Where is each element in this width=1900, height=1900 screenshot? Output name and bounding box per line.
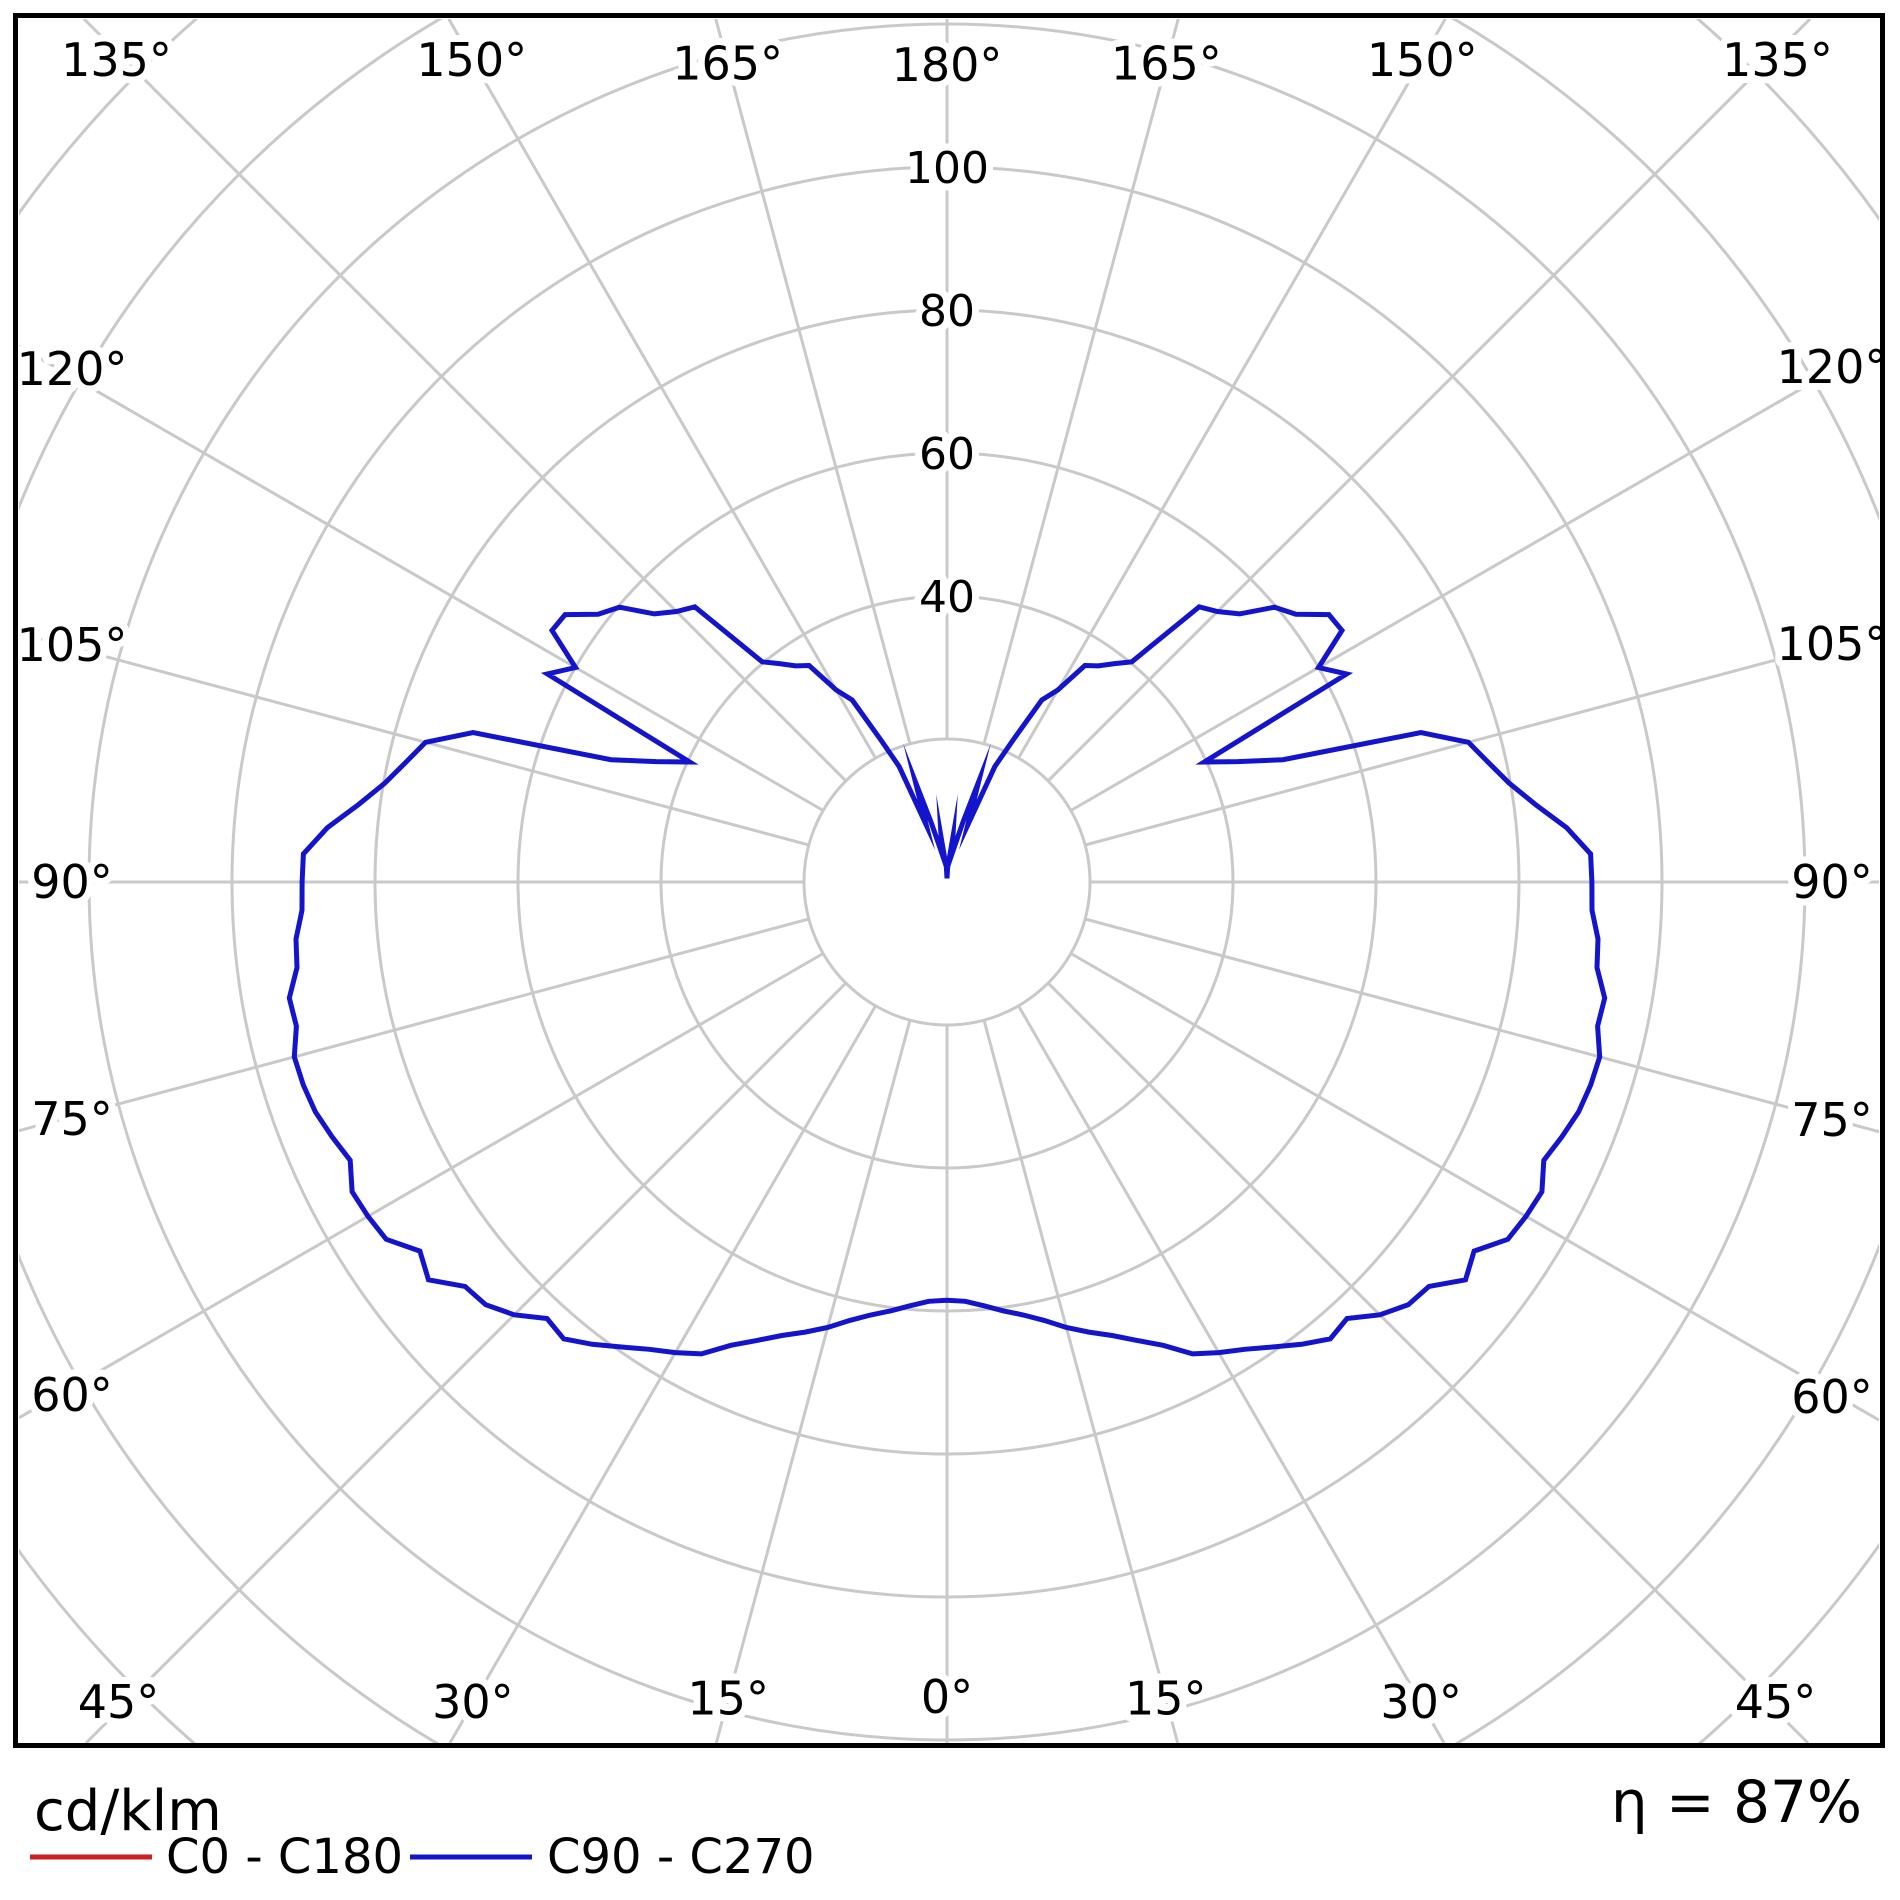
intensity-curves (286, 604, 1608, 1357)
grid-spoke-right-120 (1070, 342, 1879, 812)
grid-spoke-right-45 (1047, 982, 1810, 1743)
angle-label-left-120: 120° (17, 342, 128, 396)
angle-label-left-15: 15° (687, 1672, 769, 1726)
angle-label-right-45: 45° (1735, 1675, 1817, 1729)
unit-label: cd/klm (34, 1779, 222, 1844)
grid-spoke-right-60 (1070, 952, 1879, 1422)
angle-label-right-60: 60° (1791, 1370, 1873, 1424)
angle-label-right-0: 0° (921, 1670, 973, 1724)
radial-label-80: 80 (919, 286, 975, 337)
angle-label-left-75: 75° (31, 1092, 113, 1146)
grid-spoke-left-105 (19, 631, 810, 847)
angle-label-right-30: 30° (1380, 1675, 1462, 1729)
angle-label-left-60: 60° (31, 1368, 113, 1422)
radial-label-60: 60 (919, 429, 975, 480)
grid-spoke-right-150 (1017, 19, 1447, 759)
legend-label-c0-c180: C0 - C180 (166, 1829, 403, 1885)
angle-label-left-165: 165° (672, 36, 783, 90)
radial-tick-labels: 40 60 80 100 (898, 136, 996, 630)
angle-label-right-180: 180° (892, 38, 1003, 92)
efficiency-label: η = 87% (1611, 1768, 1862, 1836)
grid-spoke-right-135 (1047, 19, 1812, 782)
grid-spoke-right-165 (982, 19, 1180, 745)
legend-label-c90-c270: C90 - C270 (547, 1829, 815, 1885)
angle-label-right-75: 75° (1791, 1093, 1873, 1147)
grid-spoke-left-150 (447, 19, 877, 759)
angle-label-left-45: 45° (78, 1675, 160, 1729)
grid-spoke-left-30 (448, 1005, 877, 1743)
angle-label-left-150: 150° (416, 33, 527, 87)
grid-spoke-left-60 (19, 952, 824, 1420)
angle-label-right-105: 105° (1777, 617, 1888, 671)
grid-spoke-left-135 (82, 19, 847, 782)
chart-footer: cd/klm η = 87% C0 - C180 C90 - C270 (30, 1768, 1862, 1885)
grid-ring-20 (802, 737, 1092, 1027)
radial-label-100: 100 (905, 143, 989, 194)
grid-spoke-left-15 (714, 1019, 912, 1743)
grid-spoke-left-75 (19, 917, 810, 1133)
angle-label-right-135: 135° (1722, 33, 1833, 87)
grid-spoke-left-45 (84, 982, 847, 1743)
angle-label-left-90: 90° (31, 855, 113, 909)
grid-spoke-right-30 (1017, 1005, 1446, 1743)
angle-tick-labels: 0° 15° 15° 30° 30° 45° 45° 60° 60° 75° 75° 90° 90° 10… (10, 26, 1895, 1736)
curve-c90-c270 (286, 604, 1608, 1357)
grid-spoke-right-15 (982, 1019, 1180, 1743)
angle-label-left-30: 30° (432, 1675, 514, 1729)
grid-spoke-left-120 (19, 344, 824, 812)
angle-label-right-15: 15° (1125, 1672, 1207, 1726)
grid-spoke-right-75 (1084, 917, 1879, 1134)
grid-spoke-left-165 (714, 19, 912, 745)
angle-label-right-150: 150° (1367, 33, 1478, 87)
angle-label-right-90: 90° (1791, 855, 1873, 909)
angle-label-left-105: 105° (17, 618, 128, 672)
radial-label-40: 40 (919, 572, 975, 623)
plot-border (13, 13, 1885, 1748)
grid-spoke-right-105 (1084, 630, 1879, 847)
angle-label-right-165: 165° (1111, 36, 1222, 90)
angle-label-left-135: 135° (61, 33, 172, 87)
angle-label-right-120: 120° (1777, 340, 1888, 394)
